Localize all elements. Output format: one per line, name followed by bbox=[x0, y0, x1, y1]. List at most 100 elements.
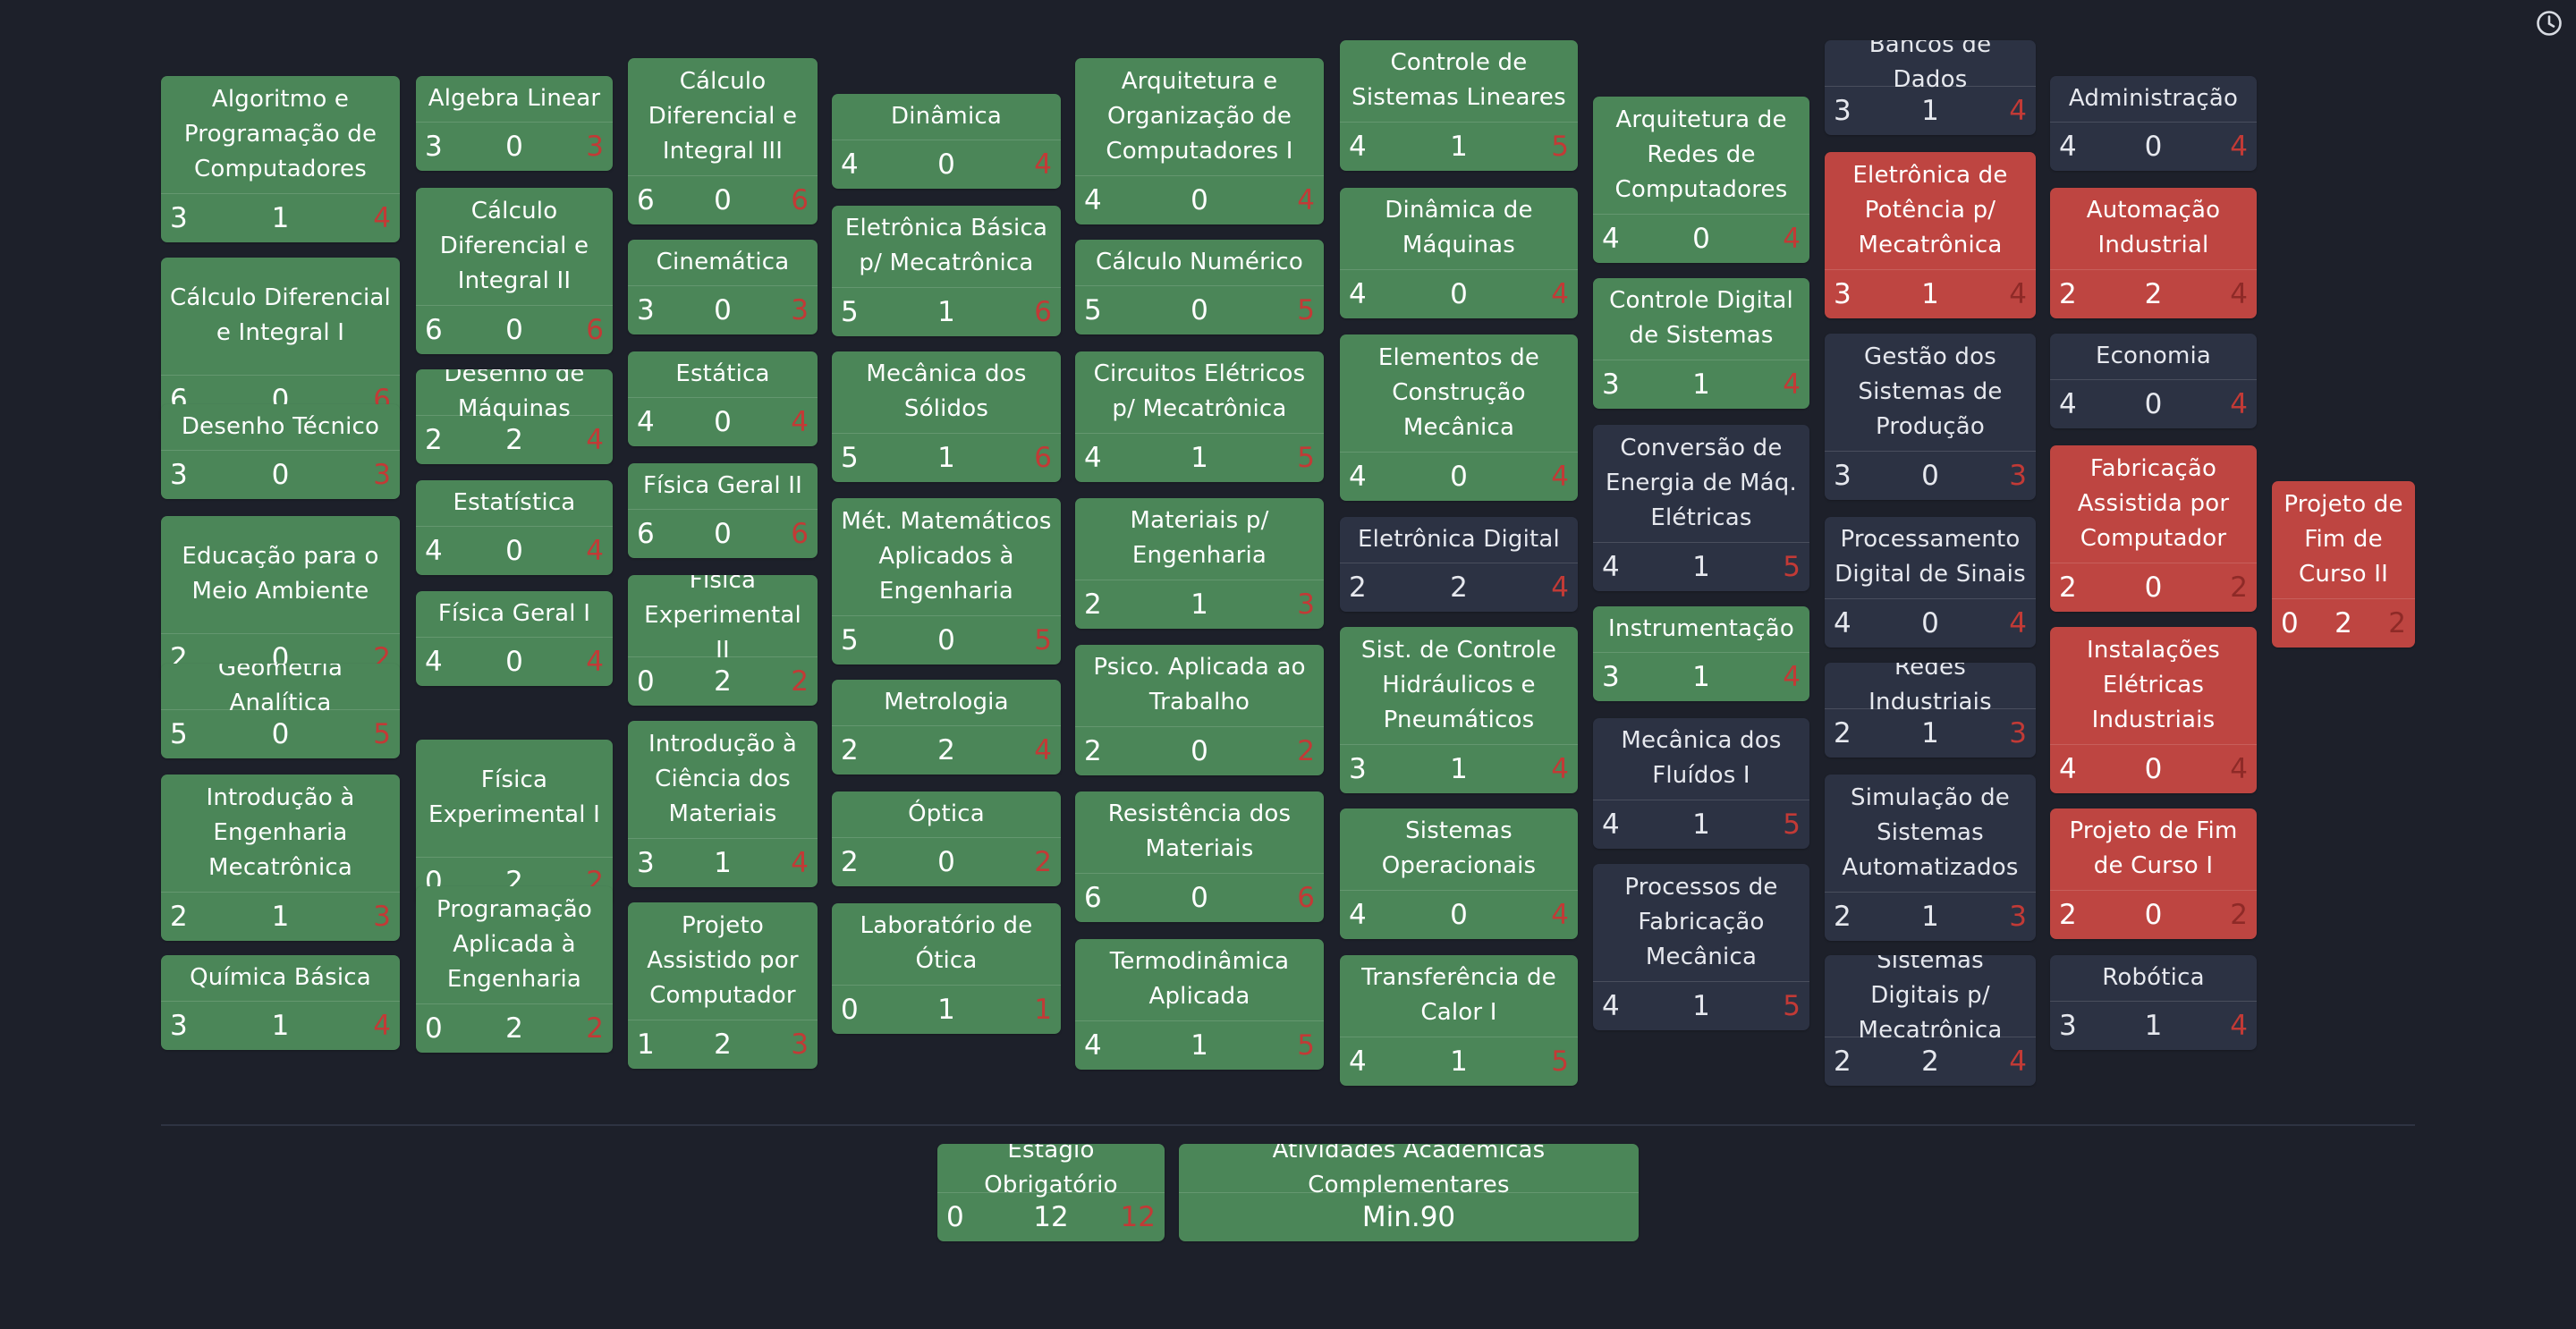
course-card[interactable]: Desenho Técnico 3 0 3 bbox=[161, 404, 400, 499]
course-card[interactable]: Robótica 3 1 4 bbox=[2050, 955, 2257, 1050]
course-card[interactable]: Atividades Acadêmicas Complementares Min.… bbox=[1179, 1144, 1639, 1241]
total-credits: 3 bbox=[373, 901, 391, 933]
theory-credits: 4 bbox=[1602, 990, 1620, 1022]
theory-credits: 3 bbox=[425, 131, 443, 163]
course-name: Óptica bbox=[908, 800, 985, 827]
course-name: Física Experimental II bbox=[644, 575, 801, 664]
course-card[interactable]: Cálculo Numérico 5 0 5 bbox=[1075, 240, 1324, 334]
course-card[interactable]: Metrologia 2 2 4 bbox=[832, 680, 1061, 775]
course-card[interactable]: Automação Industrial 2 2 4 bbox=[2050, 188, 2257, 318]
course-card[interactable]: Estágio Obrigatório 0 12 12 bbox=[937, 1144, 1165, 1241]
course-card[interactable]: Projeto de Fim de Curso I 2 0 2 bbox=[2050, 808, 2257, 939]
course-card[interactable]: Redes Industriais 2 1 3 bbox=[1825, 663, 2036, 758]
total-credits: 4 bbox=[1297, 184, 1315, 216]
course-card[interactable]: Cinemática 3 0 3 bbox=[628, 240, 818, 334]
course-card[interactable]: Introdução à Engenharia Mecatrônica 2 1 3 bbox=[161, 775, 400, 941]
credit-row: 2 0 2 bbox=[2050, 890, 2257, 939]
practice-credits: 1 bbox=[1921, 717, 1939, 749]
course-card[interactable]: Cálculo Diferencial e Integral II 6 0 6 bbox=[416, 188, 613, 354]
theory-credits: 4 bbox=[1349, 1045, 1367, 1078]
credit-row: 4 0 4 bbox=[416, 526, 613, 575]
credit-row: 4 1 5 bbox=[1340, 1037, 1578, 1086]
course-card[interactable]: Algebra Linear 3 0 3 bbox=[416, 76, 613, 171]
course-card[interactable]: Bancos de Dados 3 1 4 bbox=[1825, 40, 2036, 135]
course-card[interactable]: Eletrônica Básica p/ Mecatrônica 5 1 6 bbox=[832, 206, 1061, 336]
total-credits: 5 bbox=[1783, 990, 1801, 1022]
course-card[interactable]: Física Geral II 6 0 6 bbox=[628, 463, 818, 558]
theory-credits: 5 bbox=[170, 718, 188, 750]
course-card[interactable]: Projeto de Fim de Curso II 0 2 2 bbox=[2272, 481, 2415, 648]
course-card[interactable]: Conversão de Energia de Máq. Elétricas 4 1… bbox=[1593, 425, 1809, 591]
total-credits: 4 bbox=[373, 1010, 391, 1042]
credit-row: 3 1 4 bbox=[1340, 744, 1578, 793]
total-credits: 5 bbox=[1297, 442, 1315, 474]
course-card[interactable]: Processamento Digital de Sinais 4 0 4 bbox=[1825, 517, 2036, 648]
practice-credits: 0 bbox=[1692, 223, 1710, 255]
course-name: Algebra Linear bbox=[428, 84, 601, 112]
course-name: Cálculo Diferencial e Integral I bbox=[170, 284, 391, 346]
theory-credits: 5 bbox=[841, 624, 859, 656]
course-card[interactable]: Instrumentação 3 1 4 bbox=[1593, 606, 1809, 701]
course-card[interactable]: Introdução à Ciência dos Materiais 3 1 4 bbox=[628, 721, 818, 887]
course-card[interactable]: Física Experimental II 0 2 2 bbox=[628, 575, 818, 706]
credit-row: 6 0 6 bbox=[416, 305, 613, 354]
course-card[interactable]: Educação para o Meio Ambiente 2 0 2 bbox=[161, 516, 400, 682]
theory-credits: 4 bbox=[1602, 551, 1620, 583]
course-card[interactable]: Arquitetura e Organização de Computadore… bbox=[1075, 58, 1324, 224]
course-card[interactable]: Estática 4 0 4 bbox=[628, 351, 818, 446]
course-card[interactable]: Programação Aplicada à Engenharia 0 2 2 bbox=[416, 886, 613, 1053]
course-card[interactable]: Estatística 4 0 4 bbox=[416, 480, 613, 575]
theory-credits: 2 bbox=[1084, 735, 1102, 767]
course-card[interactable]: Dinâmica 4 0 4 bbox=[832, 94, 1061, 189]
course-card[interactable]: Mecânica dos Sólidos 5 1 6 bbox=[832, 351, 1061, 482]
practice-credits: 2 bbox=[2144, 278, 2163, 310]
course-card[interactable]: Materiais p/ Engenharia 2 1 3 bbox=[1075, 498, 1324, 629]
course-name: Química Básica bbox=[190, 963, 371, 991]
course-card[interactable]: Sistemas Digitais p/ Mecatrônica 2 2 4 bbox=[1825, 955, 2036, 1086]
course-card[interactable]: Eletrônica Digital 2 2 4 bbox=[1340, 517, 1578, 612]
course-card[interactable]: Algoritmo e Programação de Computadores 3… bbox=[161, 76, 400, 242]
course-name: Estática bbox=[675, 360, 770, 387]
course-card[interactable]: Transferência de Calor I 4 1 5 bbox=[1340, 955, 1578, 1086]
course-card[interactable]: Fabricação Assistida por Computador 2 0 2 bbox=[2050, 445, 2257, 612]
course-card[interactable]: Mét. Matemáticos Aplicados à Engenharia 5… bbox=[832, 498, 1061, 664]
course-card[interactable]: Circuitos Elétricos p/ Mecatrônica 4 1 5 bbox=[1075, 351, 1324, 482]
clock-icon[interactable] bbox=[2535, 9, 2563, 38]
course-card[interactable]: Termodinâmica Aplicada 4 1 5 bbox=[1075, 939, 1324, 1070]
course-card[interactable]: Psico. Aplicada ao Trabalho 2 0 2 bbox=[1075, 645, 1324, 775]
course-card[interactable]: Simulação de Sistemas Automatizados 2 1 3 bbox=[1825, 775, 2036, 941]
course-card[interactable]: Elementos de Construção Mecânica 4 0 4 bbox=[1340, 334, 1578, 501]
course-card[interactable]: Química Básica 3 1 4 bbox=[161, 955, 400, 1050]
course-card[interactable]: Sistemas Operacionais 4 0 4 bbox=[1340, 808, 1578, 939]
course-card[interactable]: Controle de Sistemas Lineares 4 1 5 bbox=[1340, 40, 1578, 171]
course-card[interactable]: Dinâmica de Máquinas 4 0 4 bbox=[1340, 188, 1578, 318]
course-card[interactable]: Cálculo Diferencial e Integral III 6 0 6 bbox=[628, 58, 818, 224]
course-card[interactable]: Óptica 2 0 2 bbox=[832, 791, 1061, 886]
course-card[interactable]: Economia 4 0 4 bbox=[2050, 334, 2257, 428]
course-card[interactable]: Processos de Fabricação Mecânica 4 1 5 bbox=[1593, 864, 1809, 1030]
theory-credits: 4 bbox=[1349, 131, 1367, 163]
theory-credits: 2 bbox=[841, 734, 859, 766]
course-card[interactable]: Sist. de Controle Hidráulicos e Pneumáti… bbox=[1340, 627, 1578, 793]
course-card[interactable]: Laboratório de Ótica 0 1 1 bbox=[832, 903, 1061, 1034]
course-card[interactable]: Eletrônica de Potência p/ Mecatrônica 3 1 4 bbox=[1825, 152, 2036, 318]
course-card[interactable]: Resistência dos Materiais 6 0 6 bbox=[1075, 791, 1324, 922]
course-card[interactable]: Desenho de Máquinas 2 2 4 bbox=[416, 369, 613, 464]
total-credits: 4 bbox=[2230, 1010, 2248, 1042]
total-credits: 5 bbox=[1297, 294, 1315, 326]
course-card[interactable]: Controle Digital de Sistemas 3 1 4 bbox=[1593, 278, 1809, 409]
course-card[interactable]: Gestão dos Sistemas de Produção 3 0 3 bbox=[1825, 334, 2036, 500]
course-card[interactable]: Instalações Elétricas Industriais 4 0 4 bbox=[2050, 627, 2257, 793]
course-card[interactable]: Projeto Assistido por Computador 1 2 3 bbox=[628, 902, 818, 1069]
course-card[interactable]: Administração 4 0 4 bbox=[2050, 76, 2257, 171]
credit-row: 4 0 4 bbox=[628, 397, 818, 446]
theory-credits: 4 bbox=[1084, 442, 1102, 474]
course-card[interactable]: Arquitetura de Redes de Computadores 4 0 4 bbox=[1593, 97, 1809, 263]
credit-row: 0 1 1 bbox=[832, 985, 1061, 1034]
course-card[interactable]: Física Geral I 4 0 4 bbox=[416, 591, 613, 686]
course-name: Cálculo Diferencial e Integral II bbox=[439, 197, 589, 294]
course-card[interactable]: Geometria Analítica 5 0 5 bbox=[161, 664, 400, 758]
